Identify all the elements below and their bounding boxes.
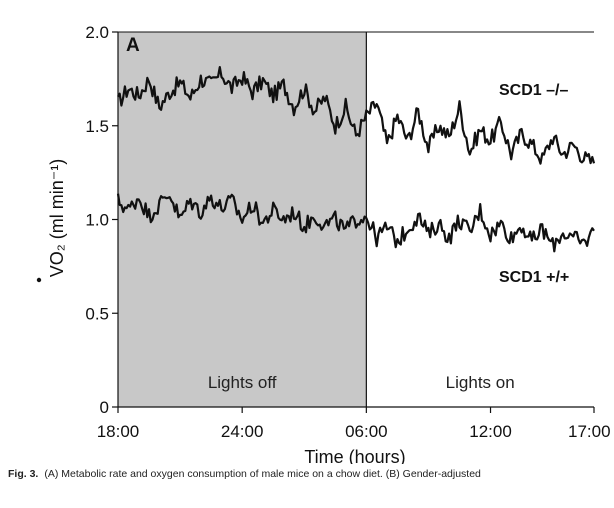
series-line-1 bbox=[116, 193, 595, 253]
x-tick-label-4: 17:00 bbox=[568, 422, 611, 441]
x-axis-title: Time (hours) bbox=[304, 447, 405, 464]
x-tick-label-1: 24:00 bbox=[221, 422, 264, 441]
vo2-chart: Lights off Lights on 0 0.5 1.0 1.5 2.0 18:00 24… bbox=[36, 23, 611, 464]
region-label-0: Lights off bbox=[208, 373, 277, 392]
regions-layer: Lights off Lights on bbox=[118, 32, 515, 407]
y-tick-label-4: 2.0 bbox=[85, 23, 109, 42]
series-layer bbox=[116, 66, 596, 253]
series-label-wildtype: SCD1 +/+ bbox=[499, 269, 569, 286]
vo2-dot-mark bbox=[36, 277, 42, 283]
figure-caption: Fig. 3. (A) Metabolic rate and oxygen con… bbox=[8, 467, 614, 497]
panel-letter: A bbox=[126, 35, 140, 56]
caption-text: (A) Metabolic rate and oxygen consumptio… bbox=[44, 468, 481, 480]
caption-label: Fig. 3. bbox=[8, 468, 39, 480]
y-tick-label-2: 1.0 bbox=[85, 211, 109, 230]
x-tick-label-2: 06:00 bbox=[345, 422, 388, 441]
y-tick-label-3: 1.5 bbox=[85, 117, 109, 136]
series-label-knockout: SCD1 –/– bbox=[499, 82, 568, 99]
region-label-1: Lights on bbox=[446, 373, 515, 392]
series-line-0 bbox=[117, 66, 596, 165]
axes-layer: 0 0.5 1.0 1.5 2.0 18:00 24:00 06:00 12:00 17:00 bbox=[85, 23, 610, 441]
x-tick-label-3: 12:00 bbox=[469, 422, 512, 441]
x-tick-label-0: 18:00 bbox=[97, 422, 140, 441]
y-tick-label-0: 0 bbox=[100, 398, 109, 417]
y-axis-title: VO₂ (ml min⁻¹) bbox=[47, 159, 67, 277]
y-tick-label-1: 0.5 bbox=[85, 304, 109, 323]
